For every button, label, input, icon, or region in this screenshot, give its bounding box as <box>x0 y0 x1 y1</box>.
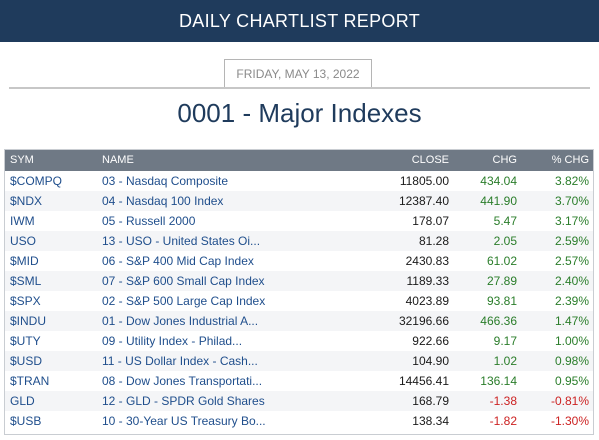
percent-change-value: 2.39% <box>554 294 589 308</box>
percent-change-value: 1.47% <box>554 314 589 328</box>
percent-change-value: 3.70% <box>554 194 589 208</box>
close-value: 2430.83 <box>405 254 449 268</box>
change-value: 27.89 <box>486 274 517 288</box>
percent-change-value: 1.00% <box>554 334 589 348</box>
close-value: 138.34 <box>412 414 449 428</box>
change-value: 9.17 <box>493 334 517 348</box>
close-value: 104.90 <box>412 354 449 368</box>
index-table: SYM NAME CLOSE CHG % CHG $COMPQ 03 - Nasd… <box>4 149 594 435</box>
column-header-name[interactable]: NAME <box>102 154 134 166</box>
report-date: FRIDAY, MAY 13, 2022 <box>224 59 372 87</box>
close-value: 4023.89 <box>405 294 449 308</box>
percent-change-value: -1.30% <box>550 414 589 428</box>
change-value: -1.82 <box>489 414 517 428</box>
table-body: $COMPQ 03 - Nasdaq Composite 11805.00 434.0… <box>5 171 593 431</box>
name-link[interactable]: 05 - Russell 2000 <box>102 214 196 228</box>
chartlist-title: 0001 - Major Indexes <box>177 98 422 128</box>
symbol-link[interactable]: $TRAN <box>10 374 50 388</box>
name-link[interactable]: 01 - Dow Jones Industrial A... <box>102 314 259 328</box>
name-link[interactable]: 06 - S&P 400 Mid Cap Index <box>102 254 254 268</box>
change-value: 441.90 <box>480 194 517 208</box>
name-link[interactable]: 04 - Nasdaq 100 Index <box>102 194 224 208</box>
close-value: 14456.41 <box>398 374 449 388</box>
name-link[interactable]: 13 - USO - United States Oi... <box>102 234 261 248</box>
symbol-link[interactable]: GLD <box>10 394 35 408</box>
change-value: 5.47 <box>493 214 517 228</box>
column-header-chg[interactable]: CHG <box>492 154 517 166</box>
close-value: 32196.66 <box>398 314 449 328</box>
report-header-title: DAILY CHARTLIST REPORT <box>178 10 420 31</box>
percent-change-value: 2.57% <box>554 254 589 268</box>
column-header-pct-chg[interactable]: % CHG <box>551 154 589 166</box>
table-row[interactable]: $COMPQ 03 - Nasdaq Composite 11805.00 434.0… <box>5 171 593 191</box>
name-link[interactable]: 02 - S&P 500 Large Cap Index <box>102 294 266 308</box>
name-link[interactable]: 03 - Nasdaq Composite <box>102 174 229 188</box>
column-header-sym[interactable]: SYM <box>10 154 34 166</box>
table-row[interactable]: $TRAN 08 - Dow Jones Transportati... 14456… <box>5 371 593 391</box>
table-row[interactable]: $USD 11 - US Dollar Index - Cash... 104.90… <box>5 351 593 371</box>
symbol-link[interactable]: $NDX <box>10 194 43 208</box>
close-value: 168.79 <box>412 394 449 408</box>
table-row[interactable]: $SML 07 - S&P 600 Small Cap Index 1189.33 2… <box>5 271 593 291</box>
symbol-link[interactable]: USO <box>10 234 37 248</box>
name-link[interactable]: 12 - GLD - SPDR Gold Shares <box>102 394 265 408</box>
percent-change-value: -0.81% <box>550 394 589 408</box>
symbol-link[interactable]: $SML <box>10 274 42 288</box>
symbol-link[interactable]: $SPX <box>10 294 41 308</box>
column-header-close[interactable]: CLOSE <box>411 154 449 166</box>
change-value: -1.38 <box>489 394 517 408</box>
symbol-link[interactable]: $MID <box>10 254 39 268</box>
name-link[interactable]: 08 - Dow Jones Transportati... <box>102 374 263 388</box>
change-value: 93.81 <box>486 294 517 308</box>
name-link[interactable]: 09 - Utility Index - Philad... <box>102 334 243 348</box>
symbol-link[interactable]: $INDU <box>10 314 47 328</box>
symbol-link[interactable]: $USB <box>10 414 42 428</box>
percent-change-value: 3.17% <box>554 214 589 228</box>
symbol-link[interactable]: $UTY <box>10 334 41 348</box>
percent-change-value: 0.98% <box>554 354 589 368</box>
close-value: 11805.00 <box>399 174 449 188</box>
close-value: 12387.40 <box>398 194 449 208</box>
table-row[interactable]: $SPX 02 - S&P 500 Large Cap Index 4023.89 9… <box>5 291 593 311</box>
report-header: DAILY CHARTLIST REPORT <box>0 0 599 42</box>
name-link[interactable]: 10 - 30-Year US Treasury Bo... <box>102 414 266 428</box>
table-row[interactable]: $INDU 01 - Dow Jones Industrial A... 32196… <box>5 311 593 331</box>
table-row[interactable]: $UTY 09 - Utility Index - Philad... 922.66… <box>5 331 593 351</box>
change-value: 1.02 <box>493 354 517 368</box>
symbol-link[interactable]: $COMPQ <box>10 174 63 188</box>
percent-change-value: 2.40% <box>554 274 589 288</box>
close-value: 922.66 <box>412 334 449 348</box>
change-value: 2.05 <box>493 234 517 248</box>
symbol-link[interactable]: $USD <box>10 354 43 368</box>
date-divider <box>9 87 590 89</box>
table-row[interactable]: $MID 06 - S&P 400 Mid Cap Index 2430.83 61.… <box>5 251 593 271</box>
percent-change-value: 2.59% <box>554 234 589 248</box>
table-row[interactable]: $USB 10 - 30-Year US Treasury Bo... 138.34… <box>5 411 593 431</box>
change-value: 434.04 <box>480 174 517 188</box>
table-row[interactable]: GLD 12 - GLD - SPDR Gold Shares 168.79 -1.3… <box>5 391 593 411</box>
table-row[interactable]: IWM 05 - Russell 2000 178.07 5.47 3.17% <box>5 211 593 231</box>
symbol-link[interactable]: IWM <box>10 214 35 228</box>
name-link[interactable]: 07 - S&P 600 Small Cap Index <box>102 274 265 288</box>
close-value: 178.07 <box>412 214 449 228</box>
table-row[interactable]: $NDX 04 - Nasdaq 100 Index 12387.40 441.90 3… <box>5 191 593 211</box>
name-link[interactable]: 11 - US Dollar Index - Cash... <box>102 354 258 368</box>
change-value: 61.02 <box>486 254 517 268</box>
percent-change-value: 3.82% <box>554 174 589 188</box>
change-value: 136.14 <box>480 374 517 388</box>
table-row[interactable]: USO 13 - USO - United States Oi... 81.28 2.… <box>5 231 593 251</box>
close-value: 81.28 <box>418 234 449 248</box>
close-value: 1189.33 <box>406 274 450 288</box>
percent-change-value: 0.95% <box>554 374 589 388</box>
change-value: 466.36 <box>480 314 517 328</box>
table-header-row: SYM NAME CLOSE CHG % CHG <box>5 150 593 171</box>
